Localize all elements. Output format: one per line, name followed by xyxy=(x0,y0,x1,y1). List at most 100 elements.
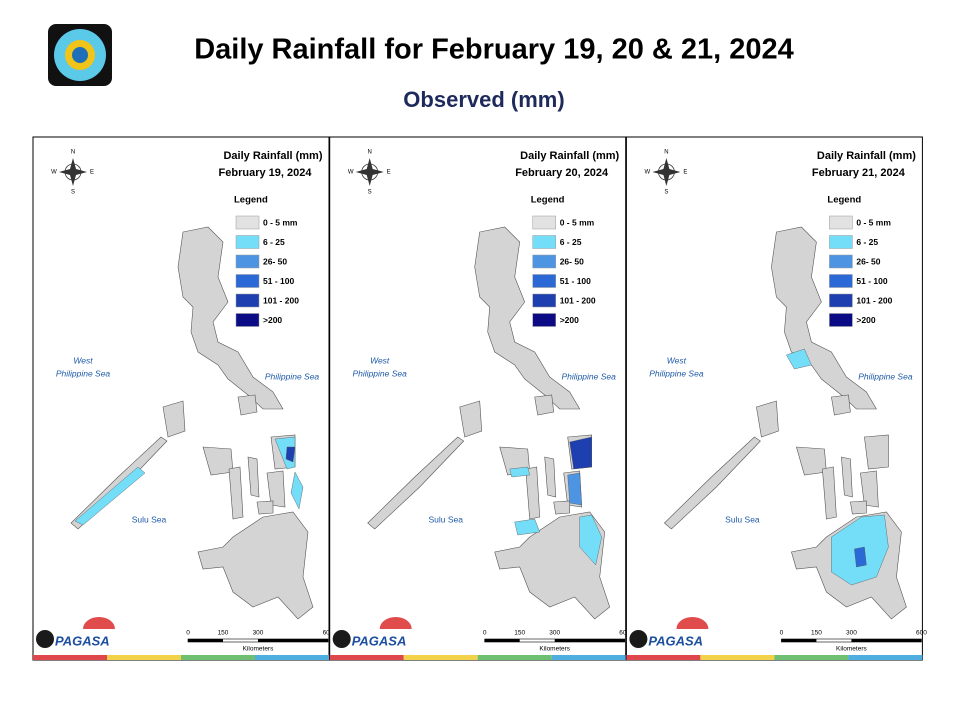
compass-ring xyxy=(658,163,675,181)
legend-label: 51 - 100 xyxy=(263,276,294,286)
sea-label: Sulu Sea xyxy=(428,514,463,524)
legend-label: 26- 50 xyxy=(856,256,880,266)
scale-label: 600 xyxy=(916,630,927,637)
rain-area xyxy=(74,466,146,526)
rain-area xyxy=(786,348,812,370)
rain-area xyxy=(567,472,582,506)
scale-label: 150 xyxy=(811,630,822,637)
scale-bar-fill xyxy=(554,639,625,642)
color-strip xyxy=(33,655,107,660)
legend-swatch xyxy=(532,293,556,308)
rain-area xyxy=(290,471,304,510)
sea-label: Philippine Sea xyxy=(353,368,408,378)
legend-swatch xyxy=(829,313,853,327)
compass-letter: N xyxy=(664,150,668,156)
compass-letter: W xyxy=(645,170,651,176)
scale-label: 0 xyxy=(186,630,190,637)
color-strip xyxy=(403,655,478,660)
legend-swatch xyxy=(532,215,556,230)
scale-bar-fill xyxy=(484,639,520,642)
color-strip xyxy=(329,655,404,660)
legend-swatch xyxy=(532,313,556,327)
legend-label: 6 - 25 xyxy=(263,237,285,247)
legend-label: 0 - 5 mm xyxy=(856,217,891,227)
legend-swatch xyxy=(532,274,556,288)
scale-label: 600 xyxy=(323,630,334,637)
map-heading: Daily Rainfall (mm) xyxy=(223,150,322,162)
scale-unit: Kilometers xyxy=(243,646,274,653)
logo-icon xyxy=(36,630,54,648)
rain-area xyxy=(854,546,867,568)
legend-label: 101 - 200 xyxy=(856,295,892,305)
legend-swatch xyxy=(235,235,260,249)
color-strip xyxy=(626,655,701,660)
legend-label: 101 - 200 xyxy=(263,295,299,305)
legend-label: 26- 50 xyxy=(560,256,584,266)
scale-label: 0 xyxy=(483,630,487,637)
compass-letter: S xyxy=(368,190,372,196)
legend-swatch xyxy=(235,274,260,288)
legend-title: Legend xyxy=(234,195,268,206)
compass-rose xyxy=(355,158,384,186)
scale-label: 300 xyxy=(846,630,857,637)
compass-letter: N xyxy=(71,150,75,156)
legend-swatch xyxy=(532,235,556,249)
scale-unit: Kilometers xyxy=(836,646,867,653)
logo-text: PAGASA xyxy=(648,633,703,648)
scale-unit: Kilometers xyxy=(539,646,570,653)
legend-label: 0 - 5 mm xyxy=(263,217,298,227)
legend-label: >200 xyxy=(263,315,282,325)
compass-letter: E xyxy=(90,170,94,176)
legend-label: 26- 50 xyxy=(263,256,287,266)
map-heading: Daily Rainfall (mm) xyxy=(817,150,916,162)
legend-title: Legend xyxy=(531,195,565,206)
legend-label: 0 - 5 mm xyxy=(560,217,595,227)
compass-letter: E xyxy=(387,170,391,176)
color-strip xyxy=(255,655,329,660)
color-strip xyxy=(551,655,626,660)
legend-swatch xyxy=(235,313,260,327)
sea-label: West xyxy=(667,355,687,365)
compass-letter: S xyxy=(71,190,75,196)
panels: N E S W Daily Rainfall (mm) February 19, 2024… xyxy=(32,136,927,661)
rain-area xyxy=(569,436,592,470)
title: Daily Rainfall for February 19, 20 & 21,… xyxy=(194,34,794,66)
rain-area xyxy=(285,446,296,463)
color-strip xyxy=(774,655,849,660)
sea-label: Philippine Sea xyxy=(56,368,111,378)
color-strip xyxy=(107,655,181,660)
scale-bar-fill xyxy=(188,639,223,642)
sea-label: Sulu Sea xyxy=(132,514,167,524)
legend-swatch xyxy=(235,215,260,230)
compass-ring xyxy=(361,163,379,181)
map-panel: N E S W Daily Rainfall (mm) February 20, 2024… xyxy=(329,136,631,661)
legend-swatch xyxy=(235,254,260,269)
scale-label: 150 xyxy=(514,630,525,637)
map-panel: N E S W Daily Rainfall (mm) February 19, 2024… xyxy=(32,136,334,661)
logo-text: PAGASA xyxy=(55,633,110,648)
sea-label: Philippine Sea xyxy=(562,371,617,381)
scale-label: 600 xyxy=(619,630,630,637)
compass-rose xyxy=(652,158,681,186)
scale-bar-fill xyxy=(258,639,328,642)
legend-swatch xyxy=(235,293,260,308)
legend-swatch xyxy=(829,293,853,308)
color-strip xyxy=(848,655,923,660)
compass-ring xyxy=(64,163,82,181)
compass-letter: W xyxy=(348,170,354,176)
scale-label: 0 xyxy=(780,630,784,637)
logo-umbrella xyxy=(379,617,412,629)
map-date: February 19, 2024 xyxy=(219,167,313,179)
legend-swatch xyxy=(532,254,556,269)
scale-label: 300 xyxy=(549,630,560,637)
legend-label: 101 - 200 xyxy=(560,295,596,305)
legend-title: Legend xyxy=(827,195,861,206)
map-heading: Daily Rainfall (mm) xyxy=(520,150,619,162)
legend-label: >200 xyxy=(856,315,875,325)
color-strip xyxy=(181,655,255,660)
sea-label: Philippine Sea xyxy=(858,371,913,381)
rain-area xyxy=(579,514,602,566)
subtitle: Observed (mm) xyxy=(403,87,564,112)
color-strip xyxy=(477,655,552,660)
